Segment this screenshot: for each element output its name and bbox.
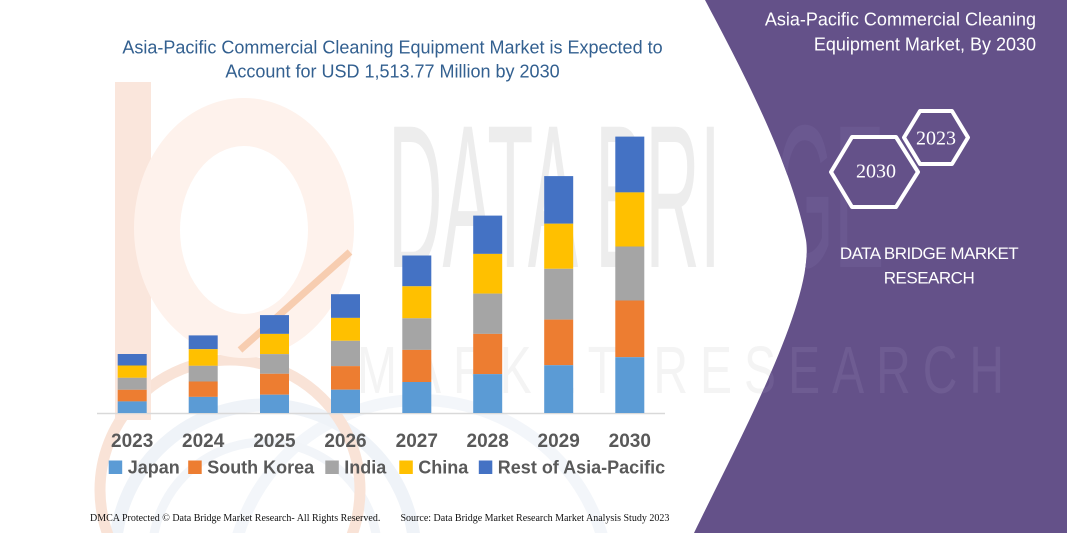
svg-text:Rest of Asia-Pacific: Rest of Asia-Pacific (498, 458, 665, 478)
svg-text:South Korea: South Korea (207, 458, 315, 478)
svg-text:China: China (418, 458, 469, 478)
svg-text:DMCA Protected © Data Bridge M: DMCA Protected © Data Bridge Market Rese… (90, 513, 380, 524)
svg-text:Account for USD 1,513.77 Milli: Account for USD 1,513.77 Million by 2030 (225, 62, 559, 82)
svg-text:Source: Data Bridge Market Res: Source: Data Bridge Market Research Mark… (401, 513, 670, 524)
svg-text:2030: 2030 (609, 431, 651, 452)
svg-text:2023: 2023 (916, 128, 956, 150)
svg-text:2026: 2026 (324, 431, 366, 452)
svg-text:DATA BRIDGE MARKET: DATA BRIDGE MARKET (840, 244, 1018, 263)
svg-text:India: India (344, 458, 387, 478)
svg-text:RESEARCH: RESEARCH (884, 269, 974, 288)
svg-text:2030: 2030 (856, 161, 896, 183)
svg-text:2025: 2025 (253, 431, 296, 452)
svg-text:2027: 2027 (396, 431, 438, 452)
svg-text:2028: 2028 (467, 431, 509, 452)
svg-text:Japan: Japan (128, 458, 180, 478)
svg-text:2023: 2023 (111, 431, 153, 452)
svg-text:Equipment Market, By 2030: Equipment Market, By 2030 (814, 35, 1036, 55)
svg-text:Asia-Pacific Commercial Cleani: Asia-Pacific Commercial Cleaning (765, 10, 1036, 30)
svg-text:Asia-Pacific Commercial Cleani: Asia-Pacific Commercial Cleaning Equipme… (122, 38, 662, 58)
svg-text:2024: 2024 (182, 431, 225, 452)
svg-text:2029: 2029 (538, 431, 580, 452)
